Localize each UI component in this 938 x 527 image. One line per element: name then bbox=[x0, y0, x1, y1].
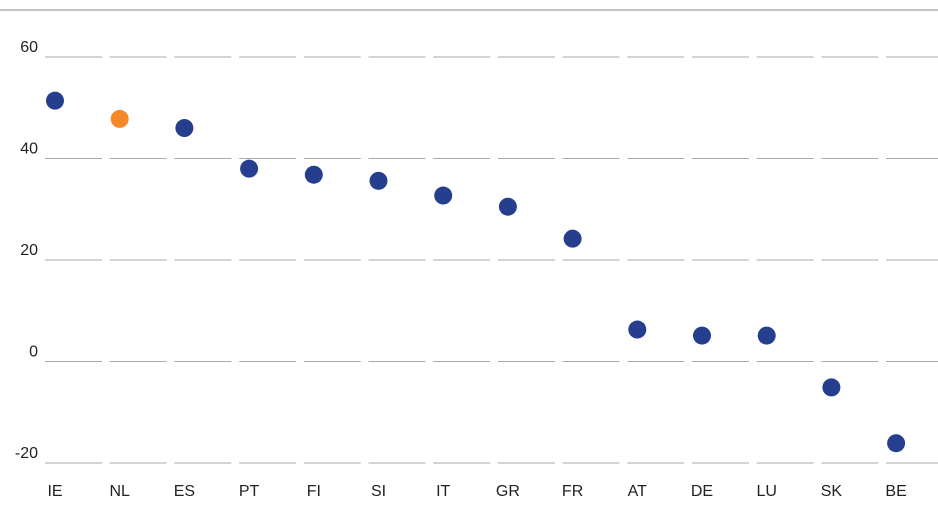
y-tick-label: 20 bbox=[20, 242, 38, 259]
x-tick-label: SK bbox=[821, 483, 843, 500]
dot bbox=[563, 229, 582, 248]
x-tick-label: IE bbox=[47, 483, 62, 500]
dot bbox=[304, 165, 323, 184]
x-tick-label: FI bbox=[307, 483, 321, 500]
y-tick-label: -20 bbox=[15, 445, 38, 462]
dot bbox=[757, 326, 776, 345]
dot bbox=[887, 434, 906, 453]
x-tick-label: LU bbox=[756, 483, 776, 500]
dot bbox=[46, 91, 64, 110]
y-tick-label: 0 bbox=[29, 344, 38, 361]
x-tick-label: ES bbox=[174, 483, 195, 500]
dot bbox=[628, 320, 647, 339]
x-tick-label: AT bbox=[628, 483, 647, 500]
dot bbox=[175, 119, 194, 138]
dot bbox=[822, 378, 841, 397]
dot bbox=[693, 326, 711, 345]
y-tick-label: 40 bbox=[20, 141, 38, 158]
x-tick-label: NL bbox=[109, 483, 130, 500]
dot bbox=[434, 186, 453, 205]
dot bbox=[110, 109, 129, 128]
dot bbox=[498, 197, 517, 216]
y-tick-label: 60 bbox=[20, 39, 38, 56]
x-tick-label: BE bbox=[885, 483, 906, 500]
dot bbox=[369, 171, 388, 190]
x-tick-label: FR bbox=[562, 483, 583, 500]
x-tick-label: GR bbox=[496, 483, 520, 500]
x-tick-label: PT bbox=[239, 483, 260, 500]
x-tick-label: DE bbox=[691, 483, 713, 500]
dot bbox=[240, 159, 259, 178]
x-tick-label: SI bbox=[371, 483, 386, 500]
x-tick-label: IT bbox=[436, 483, 450, 500]
